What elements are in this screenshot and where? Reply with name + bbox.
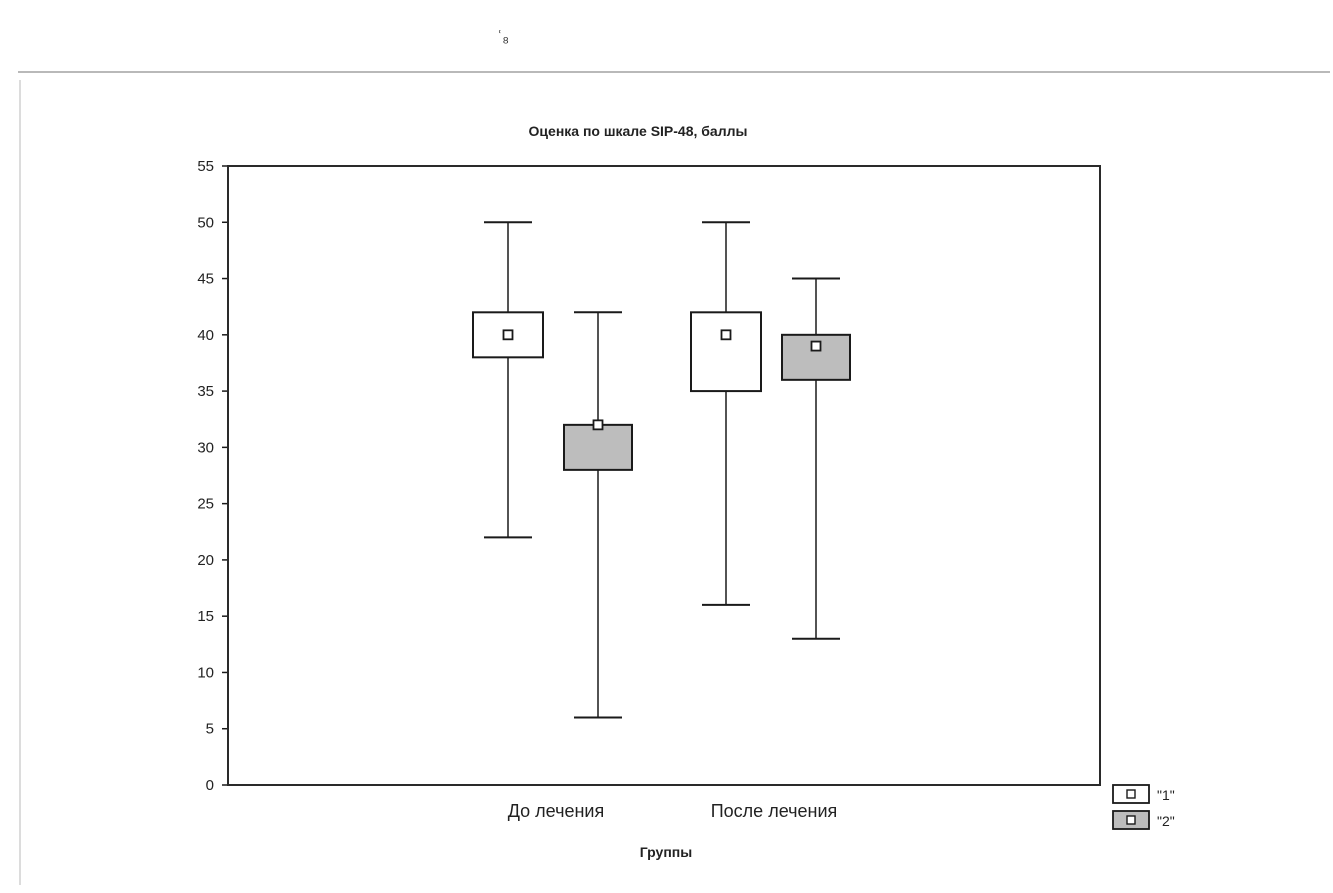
- y-tick-label: 55: [197, 158, 214, 175]
- legend-label: "1": [1157, 787, 1175, 803]
- median-marker: [592, 419, 604, 431]
- y-tick-label: 10: [197, 664, 214, 681]
- legend-label: "2": [1157, 813, 1175, 829]
- box-1-1: [472, 221, 544, 539]
- y-tick-label: 45: [197, 271, 214, 288]
- box-2-2: [781, 277, 851, 640]
- y-tick-label: 20: [197, 552, 214, 569]
- legend-swatch-marker: [1126, 789, 1136, 799]
- box-2-1: [563, 311, 633, 719]
- y-tick-label: 5: [206, 721, 214, 738]
- iqr-box: [563, 423, 633, 471]
- x-category-label: До лечения: [508, 801, 604, 821]
- page-mark: ʿ₈: [497, 29, 509, 46]
- y-tick-label: 50: [197, 214, 214, 231]
- legend-item: "1": [1112, 784, 1175, 804]
- legend: "1" "2": [1112, 784, 1175, 830]
- y-tick-label: 0: [206, 777, 214, 794]
- y-axis: 0 5 10 15 20 25 30 35 40 45 50 55: [197, 158, 228, 794]
- legend-item: "2": [1112, 810, 1175, 830]
- x-axis: До лечения После лечения: [508, 801, 837, 821]
- legend-swatch-marker: [1126, 815, 1136, 825]
- y-tick-label: 40: [197, 327, 214, 344]
- y-tick-label: 30: [197, 439, 214, 456]
- median-marker: [720, 329, 732, 341]
- chart-title: Оценка по шкале SIP-48, баллы: [529, 123, 748, 139]
- median-marker: [810, 340, 822, 352]
- y-tick-label: 25: [197, 496, 214, 513]
- plot-frame: [227, 165, 1101, 786]
- x-axis-label: Группы: [640, 844, 692, 860]
- median-marker: [502, 329, 514, 341]
- x-category-label: После лечения: [711, 801, 838, 821]
- y-tick-label: 35: [197, 383, 214, 400]
- plot-area: [472, 221, 851, 719]
- box-1-2: [690, 221, 762, 606]
- iqr-box: [690, 311, 762, 393]
- y-tick-label: 15: [197, 608, 214, 625]
